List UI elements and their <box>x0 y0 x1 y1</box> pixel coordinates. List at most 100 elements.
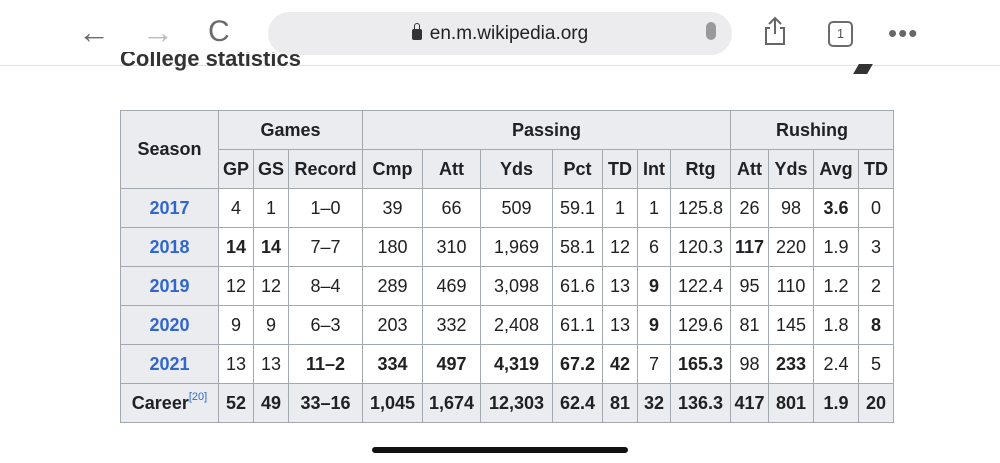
table-cell: 233 <box>768 344 814 384</box>
share-icon[interactable] <box>763 16 787 46</box>
college-stats-table: Season Games Passing Rushing GP GS Record C… <box>120 110 894 423</box>
table-cell: 9 <box>218 305 254 345</box>
table-cell: 1,969 <box>480 227 553 267</box>
table-cell: 61.6 <box>552 266 603 306</box>
table-cell: 180 <box>362 227 423 267</box>
table-cell: 12 <box>218 266 254 306</box>
table-cell: 7 <box>637 344 671 384</box>
header-season: Season <box>120 110 219 189</box>
address-bar[interactable]: en.m.wikipedia.org <box>268 12 732 55</box>
table-cell: 801 <box>768 383 814 423</box>
table-cell: 33–16 <box>288 383 363 423</box>
column-header: GP <box>218 149 254 189</box>
forward-button[interactable]: → <box>142 14 174 50</box>
table-cell: 9 <box>253 305 289 345</box>
table-cell: 1,674 <box>422 383 481 423</box>
table-cell: 122.4 <box>670 266 731 306</box>
table-cell: 13 <box>602 305 638 345</box>
table-cell: 9 <box>637 305 671 345</box>
season-link[interactable]: 2019 <box>120 266 219 306</box>
table-cell: 0 <box>858 188 894 228</box>
table-cell: 125.8 <box>670 188 731 228</box>
table-cell: 145 <box>768 305 814 345</box>
table-cell: 81 <box>730 305 769 345</box>
table-cell: 42 <box>602 344 638 384</box>
table-cell: 32 <box>637 383 671 423</box>
table-cell: 81 <box>602 383 638 423</box>
table-cell: 129.6 <box>670 305 731 345</box>
table-cell: 98 <box>768 188 814 228</box>
table-cell: 1.9 <box>813 383 859 423</box>
table-cell: 1 <box>253 188 289 228</box>
back-button[interactable]: ← <box>78 14 110 50</box>
microphone-icon[interactable] <box>706 22 716 40</box>
table-row: 2020 9 9 6–3 203 332 2,408 61.1 13 9 129.6 81 145 1.8… <box>120 305 894 345</box>
table-cell: 220 <box>768 227 814 267</box>
table-cell: 509 <box>480 188 553 228</box>
table-cell: 165.3 <box>670 344 731 384</box>
table-cell: 6–3 <box>288 305 363 345</box>
table-cell: 110 <box>768 266 814 306</box>
column-header: Cmp <box>362 149 423 189</box>
table-cell: 11–2 <box>288 344 363 384</box>
table-cell: 39 <box>362 188 423 228</box>
season-link[interactable]: 2017 <box>120 188 219 228</box>
reference-link[interactable]: [20] <box>188 390 208 403</box>
column-header: GS <box>253 149 289 189</box>
column-header: Avg <box>813 149 859 189</box>
tabs-button[interactable]: 1 <box>828 21 853 47</box>
table-cell: 203 <box>362 305 423 345</box>
table-cell: 58.1 <box>552 227 603 267</box>
table-cell: 61.1 <box>552 305 603 345</box>
table-cell: 59.1 <box>552 188 603 228</box>
season-link[interactable]: 2020 <box>120 305 219 345</box>
column-header: Yds <box>768 149 814 189</box>
table-cell: 13 <box>253 344 289 384</box>
table-cell: 12 <box>602 227 638 267</box>
table-cell: 26 <box>730 188 769 228</box>
more-icon[interactable]: ••• <box>888 18 919 48</box>
section-heading: College statistics <box>120 52 301 71</box>
reload-button[interactable]: C <box>208 15 230 48</box>
column-header: Yds <box>480 149 553 189</box>
table-cell: 310 <box>422 227 481 267</box>
column-header: TD <box>858 149 894 189</box>
table-row: 2018 14 14 7–7 180 310 1,969 58.1 12 6 120.3 117 220… <box>120 227 894 267</box>
table-cell: 20 <box>858 383 894 423</box>
table-cell: 13 <box>218 344 254 384</box>
table-cell: 117 <box>730 227 769 267</box>
column-header: Int <box>637 149 671 189</box>
table-cell: 2.4 <box>813 344 859 384</box>
table-cell: 289 <box>362 266 423 306</box>
column-header: Att <box>730 149 769 189</box>
career-label: Career[20] <box>120 383 219 423</box>
table-cell: 12,303 <box>480 383 553 423</box>
table-cell: 95 <box>730 266 769 306</box>
lock-icon <box>411 23 422 40</box>
table-cell: 1.8 <box>813 305 859 345</box>
header-rushing: Rushing <box>730 110 894 150</box>
table-cell: 8 <box>858 305 894 345</box>
column-header: Rtg <box>670 149 731 189</box>
table-cell: 2,408 <box>480 305 553 345</box>
table-cell: 5 <box>858 344 894 384</box>
career-row: Career[20] 52 49 33–16 1,045 1,674 12,303 62.4 8… <box>120 383 894 423</box>
table-cell: 52 <box>218 383 254 423</box>
season-link[interactable]: 2021 <box>120 344 219 384</box>
season-link[interactable]: 2018 <box>120 227 219 267</box>
table-cell: 1.2 <box>813 266 859 306</box>
table-cell: 334 <box>362 344 423 384</box>
column-header: Record <box>288 149 363 189</box>
header-games: Games <box>218 110 363 150</box>
table-cell: 120.3 <box>670 227 731 267</box>
table-cell: 417 <box>730 383 769 423</box>
table-cell: 1,045 <box>362 383 423 423</box>
table-cell: 497 <box>422 344 481 384</box>
column-header: TD <box>602 149 638 189</box>
table-cell: 2 <box>858 266 894 306</box>
table-cell: 1 <box>602 188 638 228</box>
table-row: 2019 12 12 8–4 289 469 3,098 61.6 13 9 122.4 95 110 1… <box>120 266 894 306</box>
table-cell: 8–4 <box>288 266 363 306</box>
table-cell: 1.9 <box>813 227 859 267</box>
table-cell: 66 <box>422 188 481 228</box>
